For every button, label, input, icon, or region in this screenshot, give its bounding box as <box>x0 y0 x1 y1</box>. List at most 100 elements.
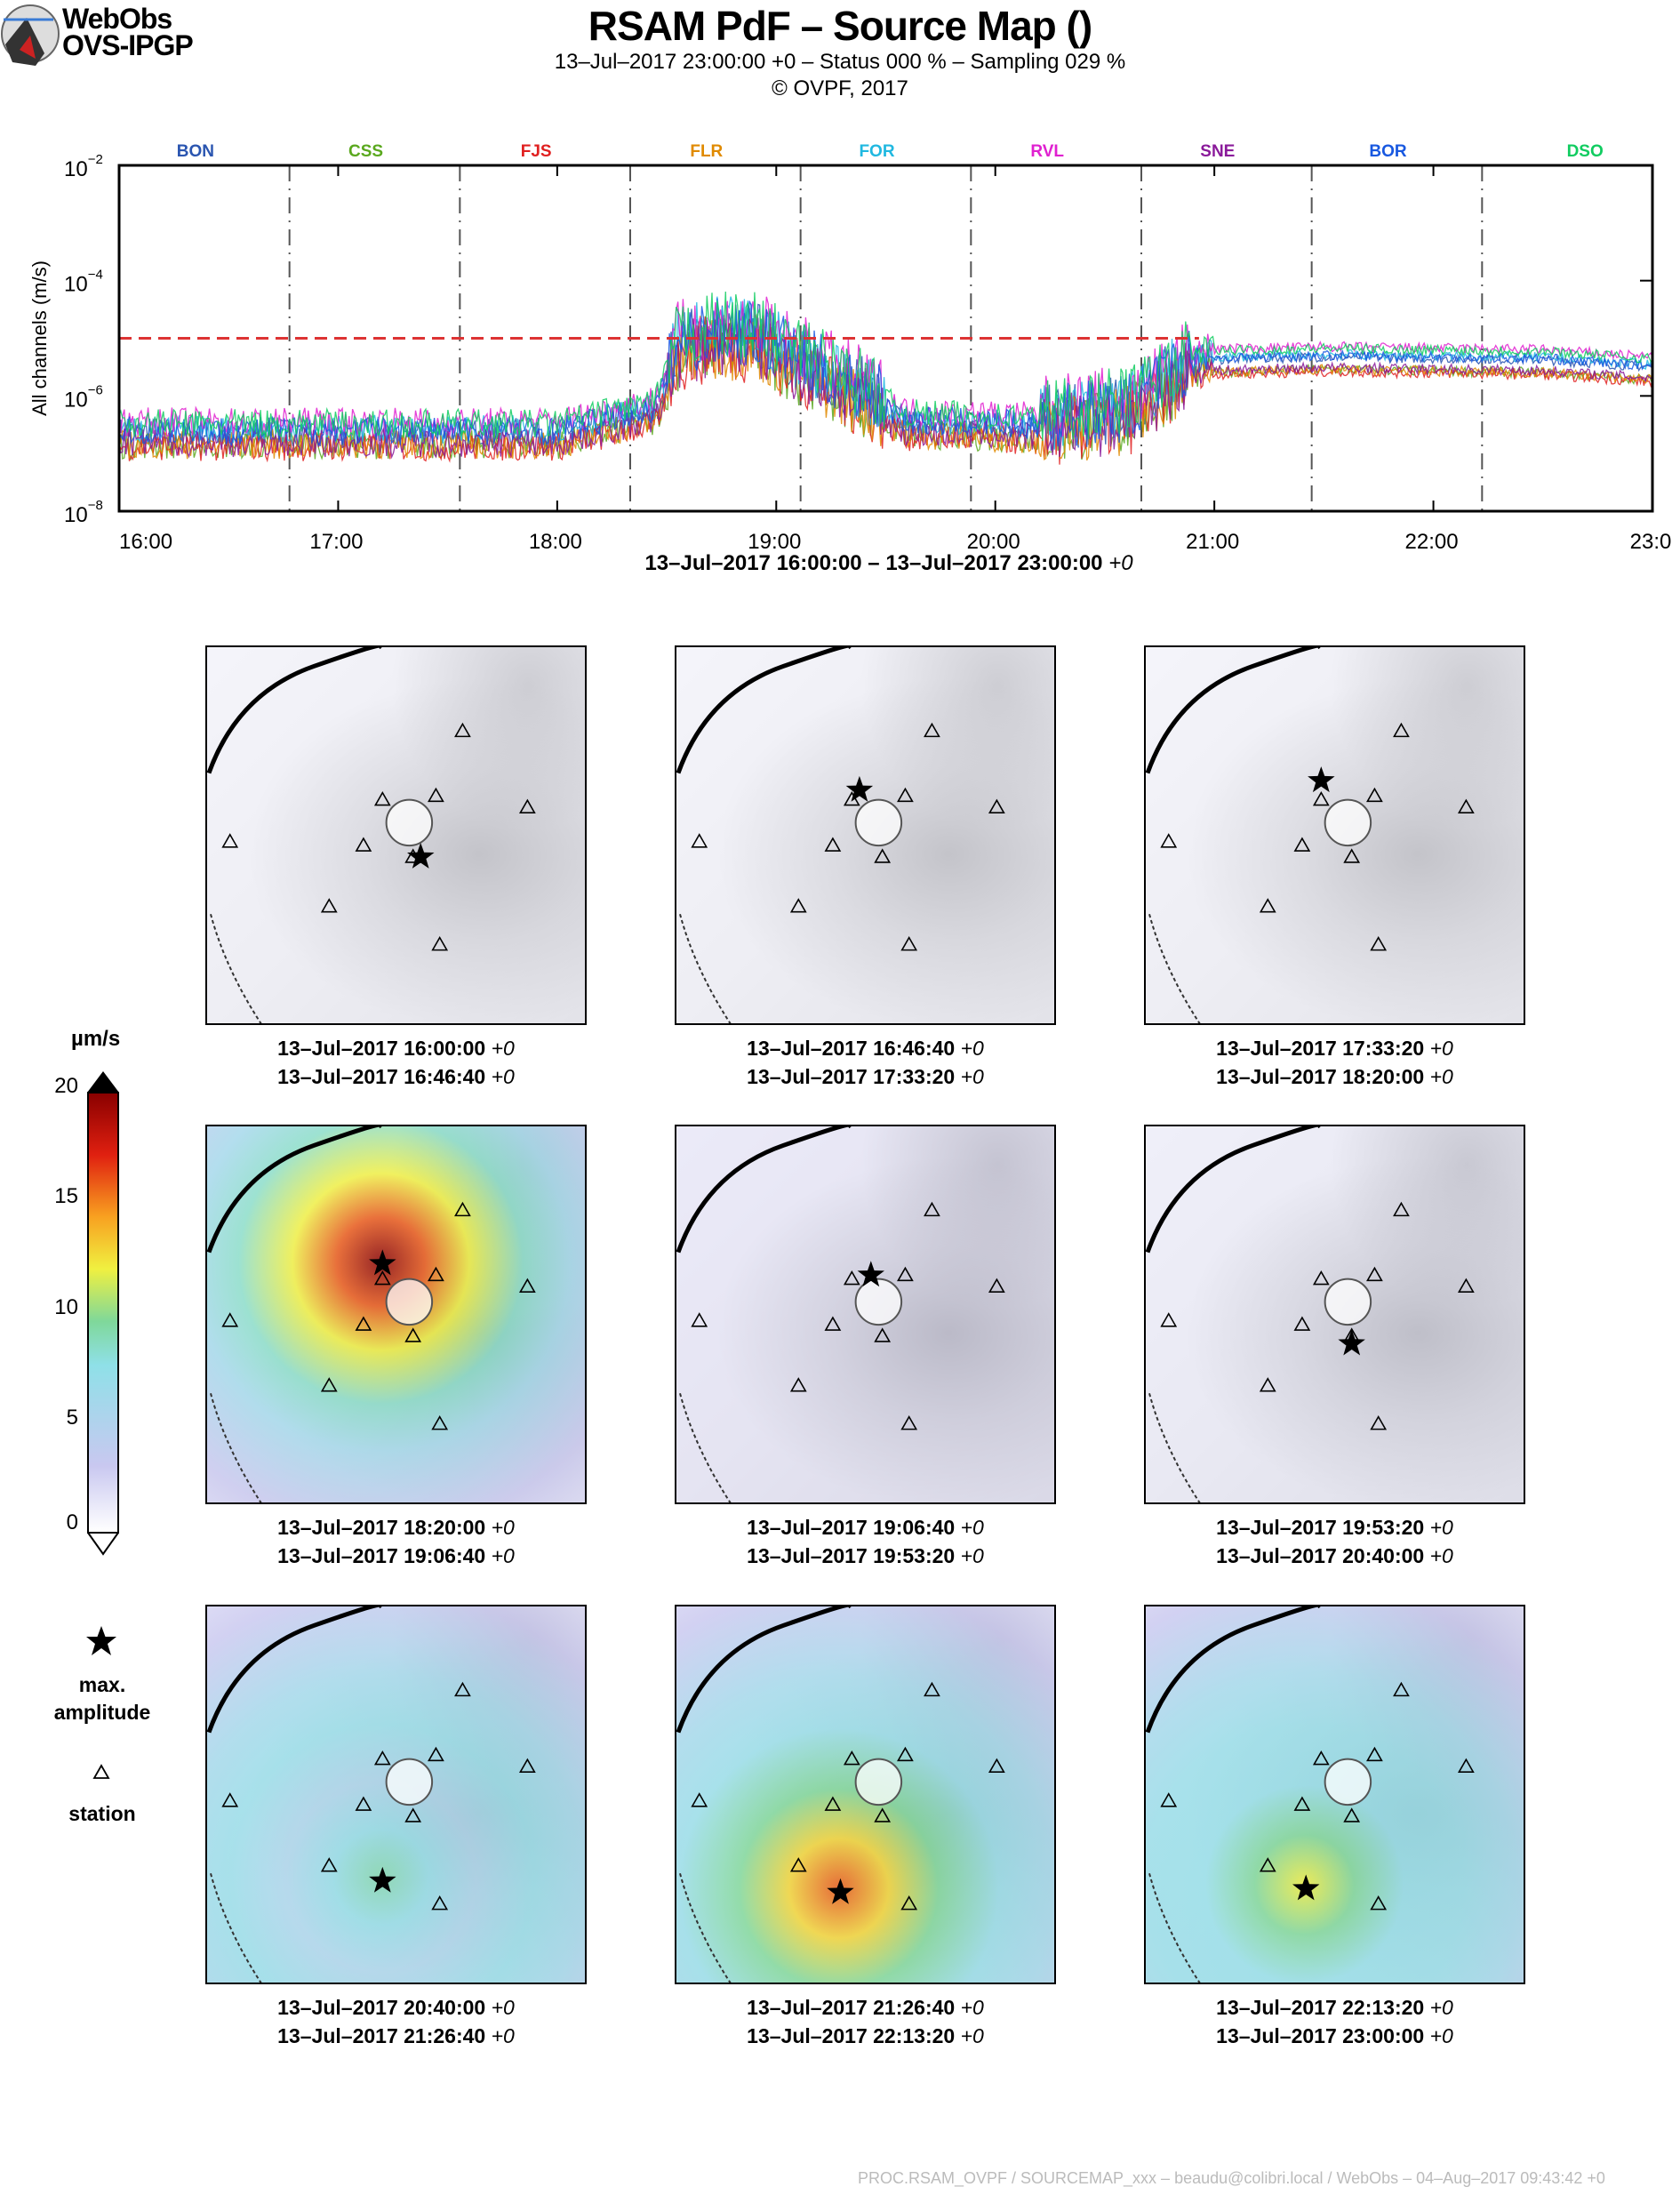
series-line-dso <box>118 291 1653 441</box>
source-map-panel <box>1144 645 1525 1025</box>
y-axis-label: All channels (m/s) <box>28 260 51 416</box>
coastline-south <box>1148 1393 1201 1502</box>
station-icon <box>988 1758 1005 1773</box>
start-time: 13–Jul–2017 16:00:00 <box>277 1037 486 1060</box>
station-icon <box>1370 1895 1388 1911</box>
station-icon <box>1366 787 1383 803</box>
x-tick-label: 21:00 <box>1186 530 1239 551</box>
station-label-bon: BON <box>177 142 214 161</box>
end-time: 13–Jul–2017 19:53:20 <box>747 1544 956 1567</box>
panel-time-window: 13–Jul–2017 20:40:00 +0 13–Jul–2017 21:2… <box>205 1993 587 2050</box>
start-time: 13–Jul–2017 21:26:40 <box>747 1996 956 2019</box>
panel-end-time: 13–Jul–2017 23:00:00 +0 <box>1144 2022 1525 2050</box>
crater <box>854 798 903 847</box>
panel-time-window: 13–Jul–2017 18:20:00 +0 13–Jul–2017 19:0… <box>205 1513 587 1570</box>
coastline-south <box>210 1873 262 1983</box>
station-icon <box>431 1415 449 1430</box>
coastline-south <box>679 1873 732 1983</box>
station-icon <box>428 787 444 803</box>
coastline-south <box>679 1393 732 1502</box>
coastline-south <box>210 1393 262 1502</box>
start-time: 13–Jul–2017 22:13:20 <box>1216 1996 1425 2019</box>
panel-end-time: 13–Jul–2017 19:53:20 +0 <box>675 1542 1056 1570</box>
timezone: +0 <box>491 1065 515 1088</box>
panel-end-time: 13–Jul–2017 19:06:40 +0 <box>205 1542 587 1570</box>
station-label-fjs: FJS <box>521 142 552 161</box>
station-icon <box>1343 1807 1361 1822</box>
panel-time-window: 13–Jul–2017 19:06:40 +0 13–Jul–2017 19:5… <box>675 1513 1056 1570</box>
station-icon <box>1312 1750 1330 1766</box>
station-icon <box>355 1316 372 1331</box>
coastline-south <box>1148 914 1201 1023</box>
crater <box>385 1758 434 1806</box>
crater <box>385 798 434 847</box>
colorbar-bottom-arrow <box>87 1532 119 1556</box>
x-label-text: 13–Jul–2017 16:00:00 – 13–Jul–2017 23:00… <box>644 551 1103 575</box>
max-amplitude-star-icon <box>857 1261 884 1287</box>
station-icon <box>221 1312 239 1327</box>
station-icon <box>1160 1792 1178 1807</box>
source-map-panel <box>1144 1125 1525 1504</box>
timezone: +0 <box>491 1037 515 1060</box>
source-map-panel <box>205 645 587 1025</box>
start-time: 13–Jul–2017 17:33:20 <box>1216 1037 1425 1060</box>
page-title: RSAM PdF – Source Map () <box>588 3 1092 49</box>
panel-end-time: 13–Jul–2017 21:26:40 +0 <box>205 2022 587 2050</box>
panel-time-window: 13–Jul–2017 19:53:20 +0 13–Jul–2017 20:4… <box>1144 1513 1525 1570</box>
end-time: 13–Jul–2017 22:13:20 <box>747 2024 956 2047</box>
x-tick-label: 23:0 <box>1630 530 1672 551</box>
timezone: +0 <box>960 2024 984 2047</box>
station-icon <box>900 1415 918 1430</box>
station-icon <box>1457 798 1475 813</box>
station-icon <box>1293 837 1311 852</box>
panel-time-window: 13–Jul–2017 16:00:00 +0 13–Jul–2017 16:4… <box>205 1034 587 1091</box>
station-icon <box>988 1278 1005 1293</box>
star-legend-label: max. amplitude <box>36 1671 169 1726</box>
station-icon <box>454 722 471 738</box>
timezone: +0 <box>491 2024 515 2047</box>
end-time: 13–Jul–2017 16:46:40 <box>277 1065 486 1088</box>
colorbar-tick-label: 10 <box>54 1294 78 1319</box>
station-icon <box>1457 1758 1475 1773</box>
station-icon <box>924 1201 940 1217</box>
max-amplitude-star-icon <box>407 843 435 869</box>
station-icon <box>454 1681 471 1697</box>
station-icon <box>824 837 842 852</box>
station-label-sne: SNE <box>1200 142 1235 161</box>
panel-time-window: 13–Jul–2017 16:46:40 +0 13–Jul–2017 17:3… <box>675 1034 1056 1091</box>
start-time: 13–Jul–2017 19:06:40 <box>747 1516 956 1539</box>
timezone: +0 <box>960 1065 984 1088</box>
station-icon <box>789 898 807 913</box>
station-icon <box>900 1895 918 1911</box>
station-icon <box>1160 1312 1178 1327</box>
source-map-panel <box>675 645 1056 1025</box>
station-icon <box>897 1746 914 1762</box>
coastline-south <box>1148 1873 1201 1983</box>
station-icon <box>320 898 338 913</box>
rsam-chart: All channels (m/s) 16:00 17:00 18:00 19:00 20… <box>28 142 1672 551</box>
station-label-rvl: RVL <box>1030 142 1064 161</box>
timezone: +0 <box>491 1544 515 1567</box>
volcano-logo-icon <box>1 4 60 66</box>
timezone: +0 <box>1429 1037 1453 1060</box>
x-tick-label: 18:00 <box>529 530 582 551</box>
station-label-flr: FLR <box>690 142 723 161</box>
webobs-logo: WebObs OVS-IPGP <box>0 0 204 71</box>
station-label-for: FOR <box>859 142 894 161</box>
max-amplitude-star-icon <box>1292 1874 1320 1901</box>
station-icon <box>843 1750 860 1766</box>
crater <box>1324 798 1372 847</box>
panel-time-window: 13–Jul–2017 21:26:40 +0 13–Jul–2017 22:1… <box>675 1993 1056 2050</box>
end-time: 13–Jul–2017 19:06:40 <box>277 1544 486 1567</box>
y-tick-label: 10−4 <box>64 268 103 297</box>
start-time: 13–Jul–2017 18:20:00 <box>277 1516 486 1539</box>
station-icon <box>373 1750 391 1766</box>
start-time: 13–Jul–2017 16:46:40 <box>747 1037 956 1060</box>
station-icon <box>691 833 708 848</box>
station-icon <box>355 1796 372 1811</box>
station-icon <box>843 790 860 806</box>
station-icon <box>431 936 449 951</box>
panel-end-time: 13–Jul–2017 20:40:00 +0 <box>1144 1542 1525 1570</box>
station-icon <box>691 1792 708 1807</box>
station-icon <box>988 798 1005 813</box>
